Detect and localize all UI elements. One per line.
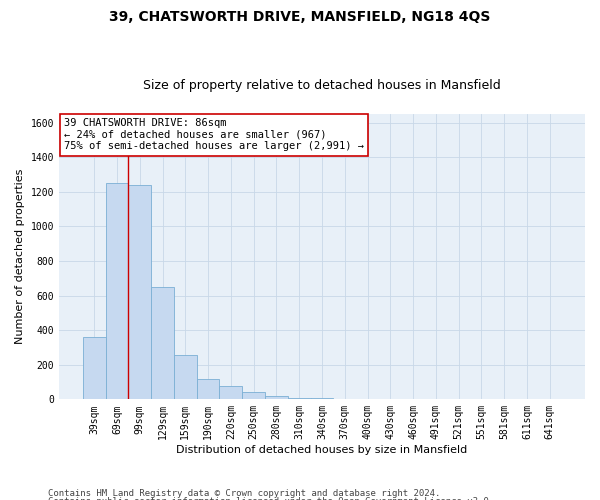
- Text: Contains HM Land Registry data © Crown copyright and database right 2024.: Contains HM Land Registry data © Crown c…: [48, 488, 440, 498]
- Bar: [242, 392, 265, 400]
- Bar: [311, 398, 334, 400]
- Text: 39 CHATSWORTH DRIVE: 86sqm
← 24% of detached houses are smaller (967)
75% of sem: 39 CHATSWORTH DRIVE: 86sqm ← 24% of deta…: [64, 118, 364, 152]
- Bar: [265, 396, 288, 400]
- Bar: [334, 399, 356, 400]
- Bar: [197, 378, 220, 400]
- Y-axis label: Number of detached properties: Number of detached properties: [15, 169, 25, 344]
- Title: Size of property relative to detached houses in Mansfield: Size of property relative to detached ho…: [143, 79, 501, 92]
- Bar: [288, 398, 311, 400]
- X-axis label: Distribution of detached houses by size in Mansfield: Distribution of detached houses by size …: [176, 445, 467, 455]
- Bar: [83, 337, 106, 400]
- Bar: [174, 355, 197, 400]
- Text: Contains public sector information licensed under the Open Government Licence v3: Contains public sector information licen…: [48, 497, 494, 500]
- Text: 39, CHATSWORTH DRIVE, MANSFIELD, NG18 4QS: 39, CHATSWORTH DRIVE, MANSFIELD, NG18 4Q…: [109, 10, 491, 24]
- Bar: [151, 287, 174, 400]
- Bar: [220, 386, 242, 400]
- Bar: [106, 183, 128, 400]
- Bar: [128, 185, 151, 400]
